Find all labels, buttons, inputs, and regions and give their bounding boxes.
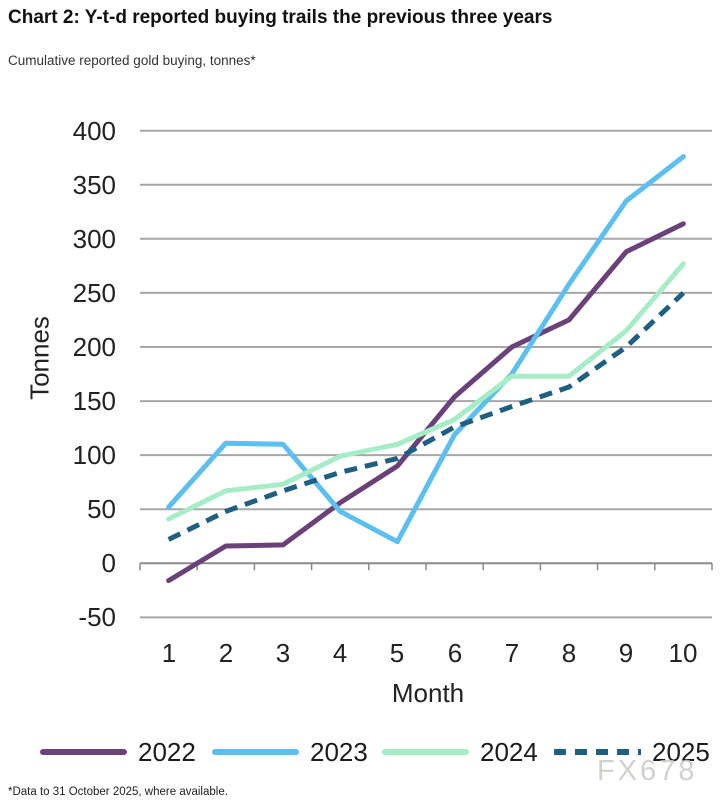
- y-tick-label: 400: [72, 116, 116, 146]
- footnote: *Data to 31 October 2025, where availabl…: [8, 786, 228, 798]
- x-tick-label: 1: [161, 638, 177, 668]
- watermark: FX678: [597, 755, 698, 787]
- chart-legend: 2022 2023 2024 2025: [0, 736, 728, 772]
- legend-label: 2025: [652, 737, 710, 767]
- legend-label: 2022: [138, 737, 196, 767]
- legend-label: 2023: [310, 737, 368, 767]
- legend-label: 2024: [480, 737, 538, 767]
- x-tick-label: 10: [668, 638, 698, 668]
- x-tick-label: 4: [332, 638, 348, 668]
- legend-item-2025: 2025: [554, 736, 710, 768]
- legend-swatch-2022: [40, 749, 127, 755]
- y-tick-label: 200: [72, 332, 116, 362]
- x-tick-label: 3: [275, 638, 291, 668]
- y-tick-label: 350: [72, 170, 116, 200]
- x-tick-label: 8: [561, 638, 577, 668]
- x-tick-label: 7: [504, 638, 520, 668]
- legend-swatch-2023: [212, 749, 299, 755]
- y-tick-label: 250: [72, 278, 116, 308]
- legend-item-2023: 2023: [212, 736, 368, 768]
- y-tick-label: -50: [78, 602, 116, 632]
- series-line-2022: [166, 221, 686, 584]
- legend-swatch-2025: [554, 749, 641, 755]
- y-axis-title: Tonnes: [24, 316, 55, 400]
- y-tick-label: 100: [72, 440, 116, 470]
- x-tick-label: 9: [618, 638, 634, 668]
- series-line-2025: [167, 291, 686, 542]
- y-tick-label: 300: [72, 224, 116, 254]
- x-axis-title: Month: [391, 678, 465, 708]
- legend-item-2024: 2024: [382, 736, 538, 768]
- y-tick-label: 150: [72, 386, 116, 416]
- chart-subtitle: Cumulative reported gold buying, tonnes*: [8, 53, 256, 68]
- series-line-2024: [166, 261, 686, 522]
- legend-swatch-2024: [382, 749, 469, 755]
- legend-item-2022: 2022: [40, 736, 196, 768]
- x-tick-label: 6: [447, 638, 463, 668]
- x-tick-label: 5: [389, 638, 405, 668]
- chart-title: Chart 2: Y-t-d reported buying trails th…: [8, 7, 553, 28]
- y-tick-label: 50: [87, 494, 116, 524]
- x-tick-label: 2: [218, 638, 234, 668]
- y-tick-label: 0: [101, 548, 116, 578]
- series-line-2023: [166, 154, 686, 545]
